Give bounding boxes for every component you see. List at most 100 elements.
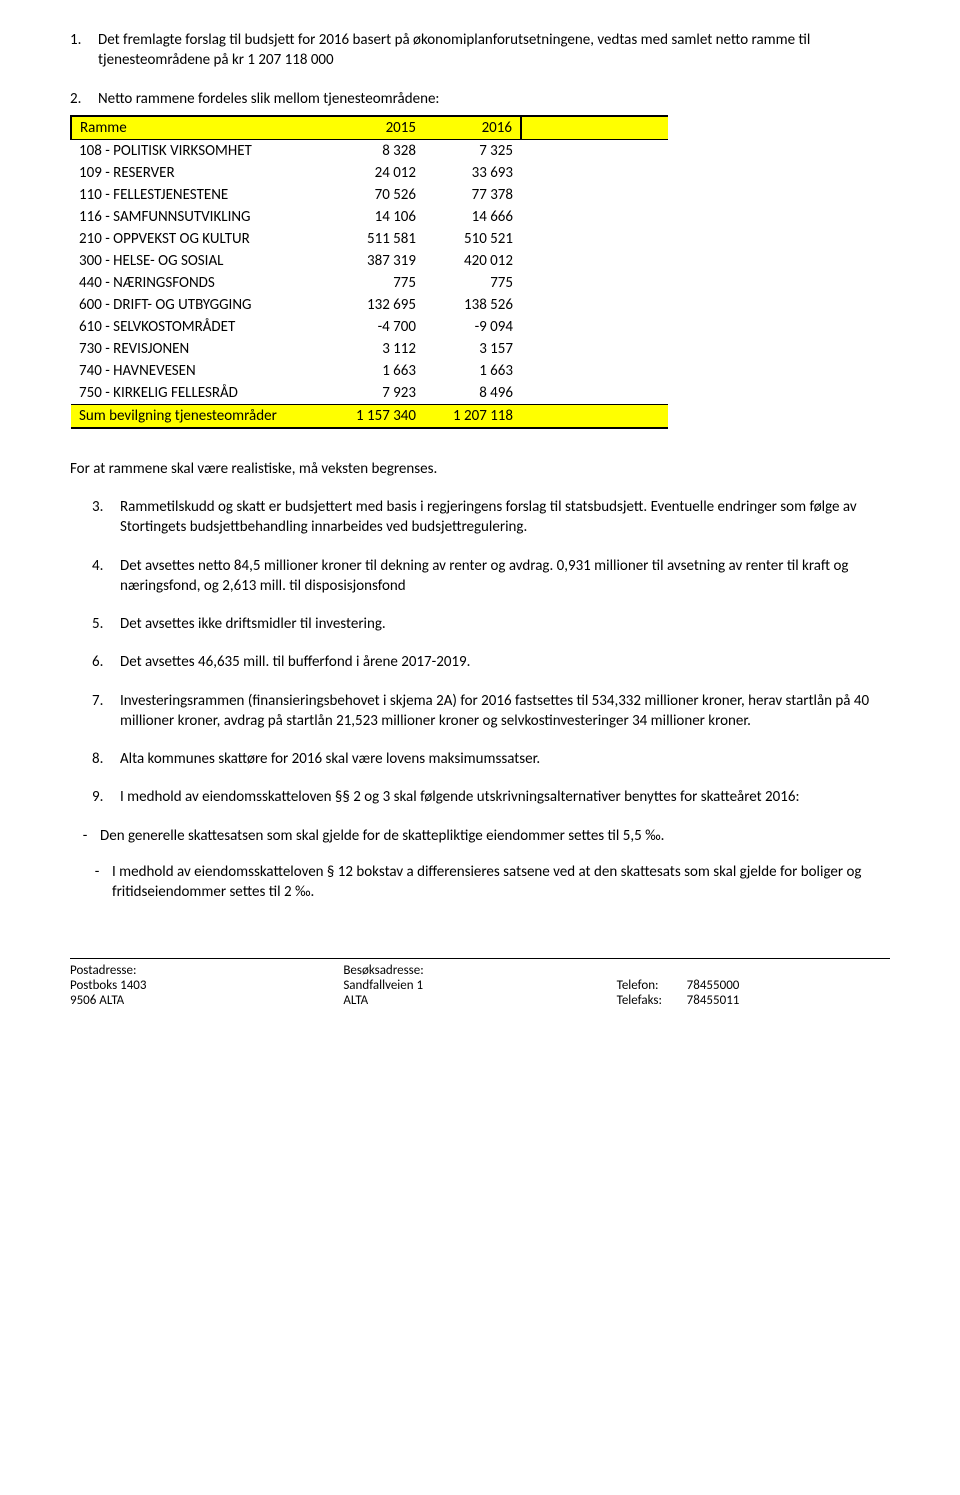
cell-ramme: 600 - DRIFT- OG UTBYGGING bbox=[71, 294, 328, 316]
cell-2016: 8 496 bbox=[424, 382, 521, 405]
table-row: 109 - RESERVER24 01233 693 bbox=[71, 162, 668, 184]
table-sum-row: Sum bevilgning tjenesteområder 1 157 340… bbox=[71, 404, 668, 428]
table-row: 740 - HAVNEVESEN1 6631 663 bbox=[71, 360, 668, 382]
cell-2016: 510 521 bbox=[424, 228, 521, 250]
page-footer: Postadresse: Postboks 1403 9506 ALTA Bes… bbox=[70, 958, 890, 1008]
visit-label: Besøksadresse: bbox=[343, 963, 616, 978]
item-text: Rammetilskudd og skatt er budsjettert me… bbox=[120, 497, 890, 538]
table-row: 730 - REVISJONEN3 1123 157 bbox=[71, 338, 668, 360]
cell-ramme: 740 - HAVNEVESEN bbox=[71, 360, 328, 382]
item-text: Alta kommunes skattøre for 2016 skal vær… bbox=[120, 749, 890, 769]
sum-spacer bbox=[521, 404, 668, 428]
item-number: 9. bbox=[92, 787, 120, 807]
sum-2015: 1 157 340 bbox=[328, 404, 424, 428]
dash-text: I medhold av eiendomsskatteloven § 12 bo… bbox=[112, 862, 890, 903]
visit-line2: ALTA bbox=[343, 993, 616, 1008]
visit-line1: Sandfallveien 1 bbox=[343, 978, 616, 993]
list-item-8: 8. Alta kommunes skattøre for 2016 skal … bbox=[92, 749, 890, 769]
table-row: 210 - OPPVEKST OG KULTUR511 581510 521 bbox=[71, 228, 668, 250]
item-number: 6. bbox=[92, 652, 120, 672]
cell-2016: 14 666 bbox=[424, 206, 521, 228]
sum-label: Sum bevilgning tjenesteområder bbox=[71, 404, 328, 428]
cell-2015: -4 700 bbox=[328, 316, 424, 338]
telefaks-label: Telefaks: bbox=[617, 993, 687, 1008]
footer-visit: Besøksadresse: Sandfallveien 1 ALTA bbox=[343, 963, 616, 1008]
cell-ramme: 210 - OPPVEKST OG KULTUR bbox=[71, 228, 328, 250]
item-text: Det avsettes 46,635 mill. til bufferfond… bbox=[120, 652, 890, 672]
document-page: 1. Det fremlagte forslag til budsjett fo… bbox=[0, 0, 960, 928]
cell-2015: 775 bbox=[328, 272, 424, 294]
list-item-6: 6. Det avsettes 46,635 mill. til bufferf… bbox=[92, 652, 890, 672]
cell-2015: 3 112 bbox=[328, 338, 424, 360]
list-item-1: 1. Det fremlagte forslag til budsjett fo… bbox=[70, 30, 890, 71]
item-number: 5. bbox=[92, 614, 120, 634]
table-row: 300 - HELSE- OG SOSIAL387 319420 012 bbox=[71, 250, 668, 272]
cell-2016: 138 526 bbox=[424, 294, 521, 316]
item-text: Netto rammene fordeles slik mellom tjene… bbox=[98, 89, 890, 109]
list-item-3: 3. Rammetilskudd og skatt er budsjettert… bbox=[92, 497, 890, 538]
cell-ramme: 108 - POLITISK VIRKSOMHET bbox=[71, 139, 328, 162]
cell-2015: 70 526 bbox=[328, 184, 424, 206]
list-item-2: 2. Netto rammene fordeles slik mellom tj… bbox=[70, 89, 890, 109]
cell-2015: 7 923 bbox=[328, 382, 424, 405]
item-text: I medhold av eiendomsskatteloven §§ 2 og… bbox=[120, 787, 890, 807]
list-item-9: 9. I medhold av eiendomsskatteloven §§ 2… bbox=[92, 787, 890, 807]
telefaks-value: 78455011 bbox=[687, 993, 740, 1008]
footer-postal: Postadresse: Postboks 1403 9506 ALTA bbox=[70, 963, 343, 1008]
list-item-5: 5. Det avsettes ikke driftsmidler til in… bbox=[92, 614, 890, 634]
cell-2016: 420 012 bbox=[424, 250, 521, 272]
col-ramme: Ramme bbox=[71, 116, 328, 140]
col-2015: 2015 bbox=[328, 116, 424, 140]
dash-text: Den generelle skattesatsen som skal gjel… bbox=[100, 826, 890, 846]
postal-line1: Postboks 1403 bbox=[70, 978, 343, 993]
cell-2016: 3 157 bbox=[424, 338, 521, 360]
table-row: 116 - SAMFUNNSUTVIKLING14 10614 666 bbox=[71, 206, 668, 228]
cell-ramme: 440 - NÆRINGSFONDS bbox=[71, 272, 328, 294]
telefon-value: 78455000 bbox=[687, 978, 740, 993]
cell-ramme: 300 - HELSE- OG SOSIAL bbox=[71, 250, 328, 272]
list-item-4: 4. Det avsettes netto 84,5 millioner kro… bbox=[92, 556, 890, 597]
dash-item-2: - I medhold av eiendomsskatteloven § 12 … bbox=[82, 862, 890, 903]
dash-item-1: - Den generelle skattesatsen som skal gj… bbox=[70, 826, 890, 846]
cell-2015: 24 012 bbox=[328, 162, 424, 184]
cell-2016: -9 094 bbox=[424, 316, 521, 338]
item-number: 3. bbox=[92, 497, 120, 538]
cell-ramme: 116 - SAMFUNNSUTVIKLING bbox=[71, 206, 328, 228]
table-row: 750 - KIRKELIG FELLESRÅD7 9238 496 bbox=[71, 382, 668, 405]
cell-ramme: 109 - RESERVER bbox=[71, 162, 328, 184]
cell-2015: 511 581 bbox=[328, 228, 424, 250]
item-number: 7. bbox=[92, 691, 120, 732]
cell-ramme: 750 - KIRKELIG FELLESRÅD bbox=[71, 382, 328, 405]
telefon-label: Telefon: bbox=[617, 978, 687, 993]
item-number: 1. bbox=[70, 30, 98, 71]
table-row: 108 - POLITISK VIRKSOMHET8 3287 325 bbox=[71, 139, 668, 162]
table-row: 110 - FELLESTJENESTENE70 52677 378 bbox=[71, 184, 668, 206]
cell-2015: 132 695 bbox=[328, 294, 424, 316]
cell-2016: 775 bbox=[424, 272, 521, 294]
cell-2016: 77 378 bbox=[424, 184, 521, 206]
item-number: 4. bbox=[92, 556, 120, 597]
cell-2016: 33 693 bbox=[424, 162, 521, 184]
item-number: 8. bbox=[92, 749, 120, 769]
paragraph-between: For at rammene skal være realistiske, må… bbox=[70, 459, 890, 479]
cell-ramme: 730 - REVISJONEN bbox=[71, 338, 328, 360]
item-number: 2. bbox=[70, 89, 98, 109]
table-header-row: Ramme 2015 2016 bbox=[71, 116, 668, 140]
cell-ramme: 610 - SELVKOSTOMRÅDET bbox=[71, 316, 328, 338]
table-row: 600 - DRIFT- OG UTBYGGING132 695138 526 bbox=[71, 294, 668, 316]
col-2016: 2016 bbox=[424, 116, 521, 140]
cell-2015: 387 319 bbox=[328, 250, 424, 272]
cell-2016: 7 325 bbox=[424, 139, 521, 162]
list-item-7: 7. Investeringsrammen (finansieringsbeho… bbox=[92, 691, 890, 732]
postal-label: Postadresse: bbox=[70, 963, 343, 978]
cell-2015: 8 328 bbox=[328, 139, 424, 162]
cell-2016: 1 663 bbox=[424, 360, 521, 382]
table-row: 610 - SELVKOSTOMRÅDET-4 700-9 094 bbox=[71, 316, 668, 338]
budget-table-container: Ramme 2015 2016 108 - POLITISK VIRKSOMHE… bbox=[70, 115, 890, 429]
dash-marker: - bbox=[70, 826, 100, 846]
dash-marker: - bbox=[82, 862, 112, 903]
budget-table: Ramme 2015 2016 108 - POLITISK VIRKSOMHE… bbox=[70, 115, 668, 429]
item-text: Det avsettes ikke driftsmidler til inves… bbox=[120, 614, 890, 634]
sum-2016: 1 207 118 bbox=[424, 404, 521, 428]
item-text: Det fremlagte forslag til budsjett for 2… bbox=[98, 30, 890, 71]
